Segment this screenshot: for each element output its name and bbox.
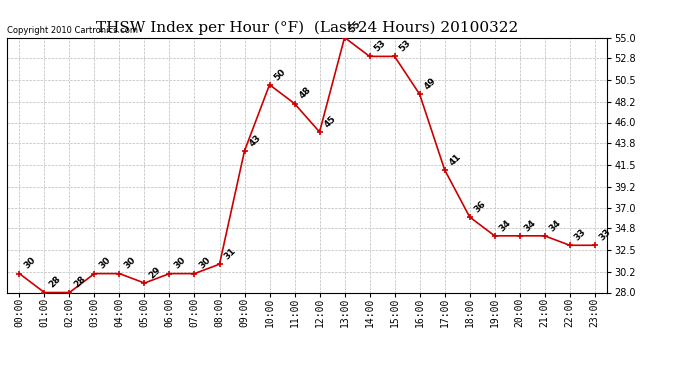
- Text: 30: 30: [122, 256, 137, 271]
- Text: 48: 48: [297, 86, 313, 101]
- Text: 30: 30: [172, 256, 188, 271]
- Text: 28: 28: [47, 274, 62, 290]
- Text: 34: 34: [547, 218, 563, 233]
- Text: 36: 36: [473, 199, 488, 214]
- Title: THSW Index per Hour (°F)  (Last 24 Hours) 20100322: THSW Index per Hour (°F) (Last 24 Hours)…: [96, 21, 518, 35]
- Text: 43: 43: [247, 133, 263, 148]
- Text: 31: 31: [222, 246, 237, 261]
- Text: 34: 34: [497, 218, 513, 233]
- Text: 49: 49: [422, 76, 437, 92]
- Text: 30: 30: [97, 256, 112, 271]
- Text: 30: 30: [197, 256, 213, 271]
- Text: 53: 53: [373, 38, 388, 54]
- Text: 41: 41: [447, 152, 463, 167]
- Text: 30: 30: [22, 256, 37, 271]
- Text: 53: 53: [397, 38, 413, 54]
- Text: 33: 33: [598, 227, 613, 243]
- Text: 45: 45: [322, 114, 337, 129]
- Text: 29: 29: [147, 265, 163, 280]
- Text: Copyright 2010 Cartronics.com: Copyright 2010 Cartronics.com: [7, 26, 138, 35]
- Text: 33: 33: [573, 227, 588, 243]
- Text: 34: 34: [522, 218, 538, 233]
- Text: 28: 28: [72, 274, 88, 290]
- Text: 50: 50: [273, 67, 288, 82]
- Text: 55: 55: [347, 20, 362, 35]
